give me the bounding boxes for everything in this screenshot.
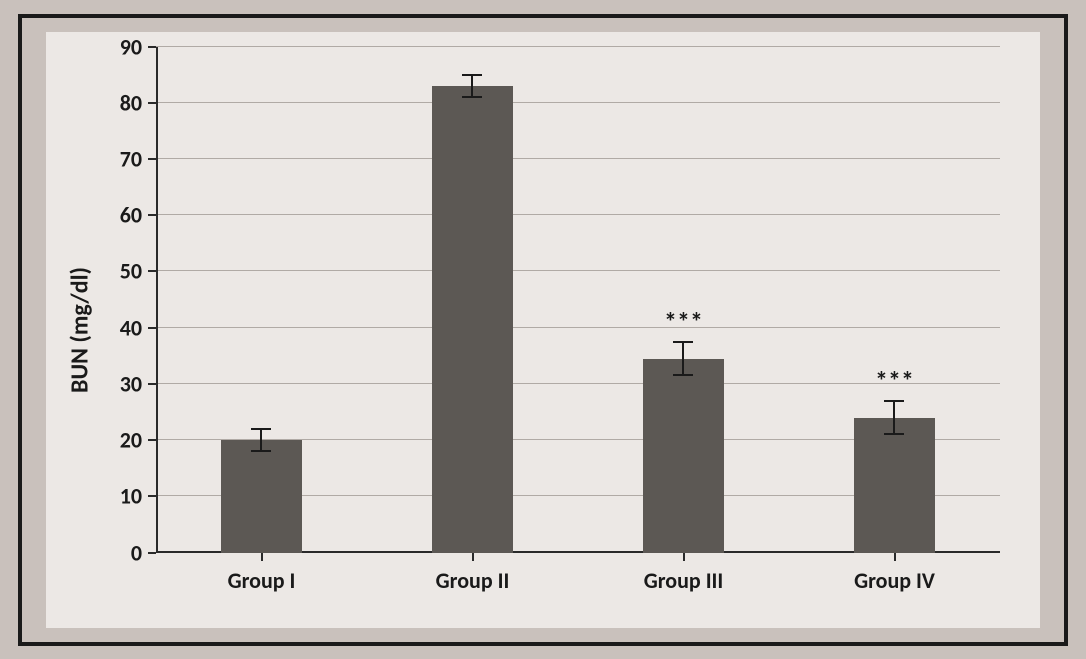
error-cap xyxy=(462,96,482,98)
y-axis-title: BUN (mg/dl) xyxy=(66,267,95,393)
bar xyxy=(221,440,301,552)
y-tick-label: 70 xyxy=(120,145,142,172)
x-tick xyxy=(683,553,685,561)
error-stem xyxy=(260,429,262,440)
y-tick xyxy=(148,270,156,272)
y-tick xyxy=(148,495,156,497)
y-axis-line xyxy=(156,47,158,553)
x-tick-label: Group II xyxy=(436,567,510,594)
error-cap xyxy=(884,433,904,435)
error-cap xyxy=(462,74,482,76)
error-cap xyxy=(251,428,271,430)
chart-frame: BUN (mg/dl) 0102030405060708090Group IGr… xyxy=(18,14,1068,646)
y-tick-label: 0 xyxy=(131,539,142,566)
error-cap xyxy=(251,450,271,452)
gridline xyxy=(156,327,1000,328)
y-tick xyxy=(148,552,156,554)
error-cap xyxy=(673,374,693,376)
gridline xyxy=(156,270,1000,271)
error-stem xyxy=(893,401,895,418)
gridline xyxy=(156,158,1000,159)
x-tick-label: Group III xyxy=(644,567,724,594)
y-tick xyxy=(148,383,156,385)
y-tick xyxy=(148,327,156,329)
x-tick xyxy=(894,553,896,561)
x-tick-label: Group I xyxy=(228,567,296,594)
bar: *** xyxy=(854,418,934,553)
bar xyxy=(432,86,512,553)
x-tick xyxy=(261,553,263,561)
y-tick-label: 80 xyxy=(120,89,142,116)
error-stem xyxy=(682,359,684,376)
gridline xyxy=(156,383,1000,384)
y-tick xyxy=(148,214,156,216)
y-tick-label: 20 xyxy=(120,427,142,454)
significance-marker: *** xyxy=(664,306,703,338)
plot-region: 0102030405060708090Group IGroup II***Gro… xyxy=(156,47,1000,553)
gridline xyxy=(156,102,1000,103)
error-stem xyxy=(682,342,684,359)
gridline xyxy=(156,46,1000,47)
y-tick xyxy=(148,46,156,48)
bar: *** xyxy=(643,359,723,553)
y-tick-label: 10 xyxy=(120,483,142,510)
y-tick-label: 60 xyxy=(120,202,142,229)
y-tick-label: 40 xyxy=(120,314,142,341)
gridline xyxy=(156,214,1000,215)
y-tick-label: 90 xyxy=(120,33,142,60)
y-tick xyxy=(148,102,156,104)
y-tick xyxy=(148,158,156,160)
significance-marker: *** xyxy=(875,365,914,397)
error-cap xyxy=(884,400,904,402)
y-tick xyxy=(148,439,156,441)
error-cap xyxy=(673,341,693,343)
y-tick-label: 50 xyxy=(120,258,142,285)
x-tick xyxy=(472,553,474,561)
error-stem xyxy=(893,418,895,435)
error-stem xyxy=(471,75,473,86)
x-tick-label: Group IV xyxy=(854,567,935,594)
y-tick-label: 30 xyxy=(120,370,142,397)
chart-background: BUN (mg/dl) 0102030405060708090Group IGr… xyxy=(46,32,1040,628)
